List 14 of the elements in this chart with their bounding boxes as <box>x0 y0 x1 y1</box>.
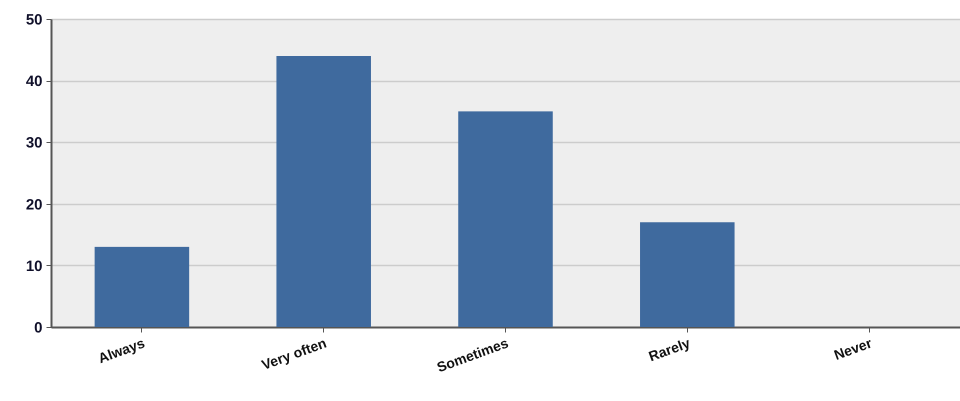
x-tick-label: Never <box>832 334 874 363</box>
y-tick-label: 50 <box>26 12 42 28</box>
x-tick-label: Always <box>96 334 147 366</box>
bar <box>94 246 190 327</box>
bar <box>276 56 371 327</box>
bar <box>458 111 553 327</box>
x-tick-label: Rarely <box>646 334 692 364</box>
y-tick-label: 0 <box>34 320 42 336</box>
y-tick-label: 10 <box>26 258 42 275</box>
y-tick-label: 40 <box>26 73 42 90</box>
y-tick-label: 20 <box>26 196 42 214</box>
y-tick-label: 30 <box>26 134 42 152</box>
x-tick-label: Very often <box>259 334 328 373</box>
bar <box>640 222 735 327</box>
